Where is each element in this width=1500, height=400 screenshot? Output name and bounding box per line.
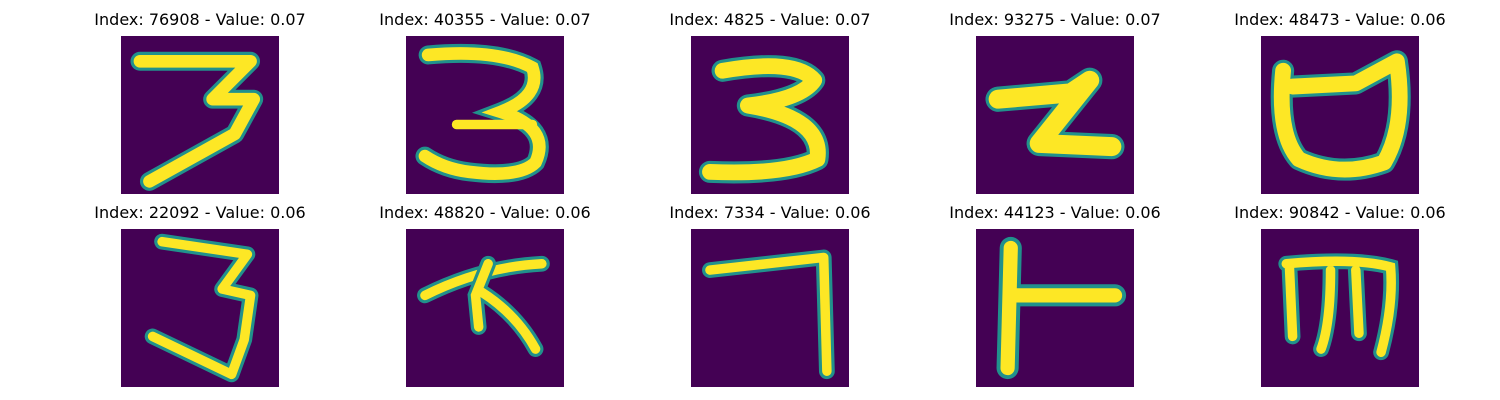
digit-image (121, 36, 279, 194)
digit-image (976, 36, 1134, 194)
panel-2: Index: 40355 - Value: 0.07 (285, 7, 685, 197)
digit-image (976, 229, 1134, 387)
digit-image (1261, 36, 1419, 194)
digit-image (406, 36, 564, 194)
digit-image (121, 229, 279, 387)
panel-title: Index: 4825 - Value: 0.07 (669, 10, 871, 29)
panel-5: Index: 48473 - Value: 0.06 (1140, 7, 1500, 197)
digit-image (1261, 229, 1419, 387)
panel-title: Index: 22092 - Value: 0.06 (94, 203, 306, 222)
panel-title: Index: 48820 - Value: 0.06 (379, 203, 591, 222)
panel-title: Index: 44123 - Value: 0.06 (949, 203, 1161, 222)
panel-3: Index: 4825 - Value: 0.07 (570, 7, 970, 197)
panel-9: Index: 44123 - Value: 0.06 (855, 200, 1255, 390)
panel-8: Index: 7334 - Value: 0.06 (570, 200, 970, 390)
panel-7: Index: 48820 - Value: 0.06 (285, 200, 685, 390)
panel-10: Index: 90842 - Value: 0.06 (1140, 200, 1500, 390)
panel-title: Index: 7334 - Value: 0.06 (669, 203, 871, 222)
panel-title: Index: 48473 - Value: 0.06 (1234, 10, 1446, 29)
panel-title: Index: 76908 - Value: 0.07 (94, 10, 306, 29)
digit-image (406, 229, 564, 387)
panel-6: Index: 22092 - Value: 0.06 (0, 200, 400, 390)
panel-1: Index: 76908 - Value: 0.07 (0, 7, 400, 197)
panel-title: Index: 90842 - Value: 0.06 (1234, 203, 1446, 222)
panel-title: Index: 93275 - Value: 0.07 (949, 10, 1161, 29)
panel-title: Index: 40355 - Value: 0.07 (379, 10, 591, 29)
digit-image (691, 36, 849, 194)
panel-4: Index: 93275 - Value: 0.07 (855, 7, 1255, 197)
digit-image (691, 229, 849, 387)
